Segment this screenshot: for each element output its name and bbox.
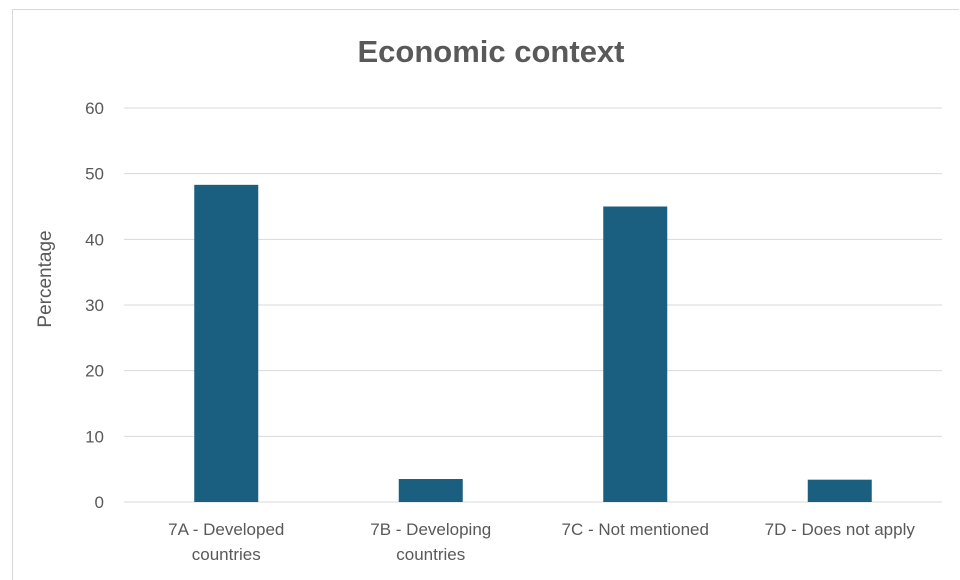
bar	[398, 479, 463, 502]
y-tick-labels: 0 10 20 30 40 50 60	[85, 99, 104, 512]
x-tick-labels: 7A - Developed countries 7B - Developing co…	[168, 520, 915, 564]
y-tick-label: 30	[85, 296, 104, 315]
bar	[807, 479, 872, 502]
x-tick-label: 7A - Developed countries	[168, 520, 284, 564]
bars	[194, 184, 872, 502]
x-tick-label: 7B - Developing countries	[370, 520, 491, 564]
bar	[603, 206, 668, 502]
gridlines	[124, 107, 942, 503]
y-tick-label: 20	[85, 362, 104, 381]
bar	[194, 184, 259, 502]
x-tick-label: 7C - Not mentioned	[562, 520, 709, 539]
chart-frame	[12, 9, 959, 580]
y-tick-label: 60	[85, 99, 104, 118]
y-tick-label: 50	[85, 165, 104, 184]
y-tick-label: 0	[95, 493, 104, 512]
y-tick-label: 10	[85, 427, 104, 446]
chart-title: Economic context	[357, 34, 625, 69]
y-tick-label: 40	[85, 230, 104, 249]
x-tick-label: 7D - Does not apply	[765, 520, 916, 539]
